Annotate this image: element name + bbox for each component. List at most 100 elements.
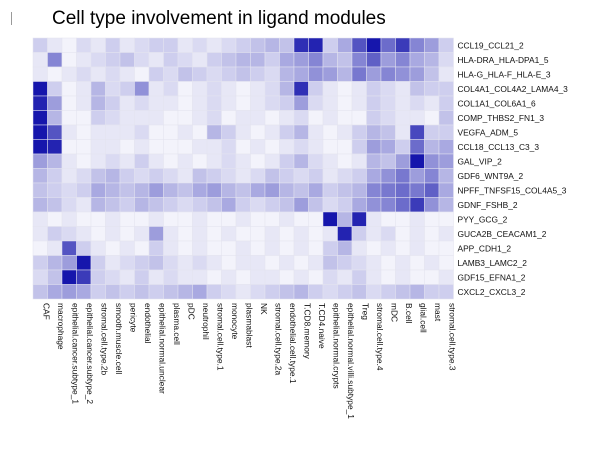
heatmap-cell <box>235 124 251 140</box>
heatmap-cell <box>293 52 309 68</box>
heatmap-cell <box>250 124 266 140</box>
heatmap-cell <box>235 269 251 285</box>
heatmap-cell <box>32 197 48 213</box>
heatmap-cell <box>47 240 63 256</box>
heatmap-cell <box>192 284 208 300</box>
row-label: PYY_GCG_2 <box>458 214 508 224</box>
heatmap-cell <box>250 95 266 111</box>
heatmap-cell <box>61 153 77 169</box>
heatmap-cell <box>235 81 251 97</box>
heatmap-cell <box>395 110 411 126</box>
heatmap-cell <box>134 168 150 184</box>
heatmap-cell <box>134 211 150 227</box>
heatmap-cell <box>438 95 454 111</box>
heatmap-cell <box>47 81 63 97</box>
heatmap-cell <box>105 81 121 97</box>
heatmap-cell <box>119 110 135 126</box>
heatmap-cell <box>47 66 63 82</box>
heatmap-cell <box>366 226 382 242</box>
heatmap-cell <box>32 52 48 68</box>
heatmap-cell <box>395 37 411 53</box>
heatmap-cell <box>76 124 92 140</box>
heatmap-cell <box>163 211 179 227</box>
heatmap-cell <box>322 211 338 227</box>
heatmap-cell <box>235 52 251 68</box>
heatmap-cell <box>76 226 92 242</box>
heatmap-cell <box>424 37 440 53</box>
heatmap-cell <box>192 197 208 213</box>
heatmap-cell <box>192 95 208 111</box>
heatmap-cell <box>105 37 121 53</box>
heatmap-cell <box>148 240 164 256</box>
heatmap-cell <box>206 139 222 155</box>
row-label: GDF15_EFNA1_2 <box>458 272 526 282</box>
heatmap-cell <box>76 153 92 169</box>
heatmap-cell <box>235 110 251 126</box>
heatmap-cell <box>351 182 367 198</box>
heatmap-cell <box>206 81 222 97</box>
heatmap-cell <box>337 284 353 300</box>
heatmap-cell <box>90 197 106 213</box>
heatmap-cell <box>148 139 164 155</box>
heatmap-cell <box>206 240 222 256</box>
heatmap-cell <box>76 255 92 271</box>
heatmap-cell <box>264 95 280 111</box>
heatmap-cell <box>293 182 309 198</box>
heatmap-cell <box>119 139 135 155</box>
heatmap-cell <box>90 37 106 53</box>
heatmap-cell <box>279 110 295 126</box>
heatmap-cell <box>235 182 251 198</box>
heatmap-cell <box>250 168 266 184</box>
heatmap-cell <box>235 168 251 184</box>
heatmap-cell <box>105 240 121 256</box>
heatmap-cell <box>163 37 179 53</box>
heatmap-cell <box>279 37 295 53</box>
heatmap-cell <box>293 211 309 227</box>
heatmap-cell <box>438 66 454 82</box>
heatmap-cell <box>221 139 237 155</box>
heatmap-cell <box>32 240 48 256</box>
heatmap-cell <box>409 66 425 82</box>
row-label: GDF6_WNT9A_2 <box>458 171 524 181</box>
heatmap-cell <box>163 95 179 111</box>
heatmap-cell <box>380 168 396 184</box>
heatmap-cell <box>366 37 382 53</box>
heatmap-cell <box>395 269 411 285</box>
heatmap-cell <box>351 240 367 256</box>
column-label: NK <box>259 303 269 315</box>
heatmap-cells <box>32 37 454 300</box>
heatmap-cell <box>264 37 280 53</box>
heatmap-cell <box>264 153 280 169</box>
heatmap-cell <box>424 124 440 140</box>
heatmap-cell <box>424 81 440 97</box>
heatmap-cell <box>322 240 338 256</box>
heatmap-cell <box>351 211 367 227</box>
heatmap-cell <box>163 269 179 285</box>
heatmap-cell <box>119 284 135 300</box>
heatmap-cell <box>337 168 353 184</box>
heatmap-cell <box>366 124 382 140</box>
heatmap-cell <box>264 168 280 184</box>
heatmap-cell <box>32 37 48 53</box>
heatmap-cell <box>177 139 193 155</box>
heatmap-cell <box>235 95 251 111</box>
heatmap-cell <box>438 139 454 155</box>
row-label: LAMB3_LAMC2_2 <box>458 258 528 268</box>
heatmap-cell <box>47 226 63 242</box>
column-label: mast <box>433 303 443 322</box>
heatmap-cell <box>337 226 353 242</box>
heatmap-cell <box>61 269 77 285</box>
column-label: T.CD4.naive <box>317 303 327 349</box>
heatmap-cell <box>206 168 222 184</box>
heatmap-cell <box>264 269 280 285</box>
heatmap-cell <box>119 153 135 169</box>
heatmap-cell <box>438 110 454 126</box>
heatmap-cell <box>105 110 121 126</box>
heatmap-cell <box>409 182 425 198</box>
heatmap-cell <box>322 226 338 242</box>
heatmap-cell <box>119 182 135 198</box>
heatmap-cell <box>206 37 222 53</box>
heatmap-cell <box>32 124 48 140</box>
heatmap-cell <box>380 240 396 256</box>
heatmap-cell <box>308 197 324 213</box>
